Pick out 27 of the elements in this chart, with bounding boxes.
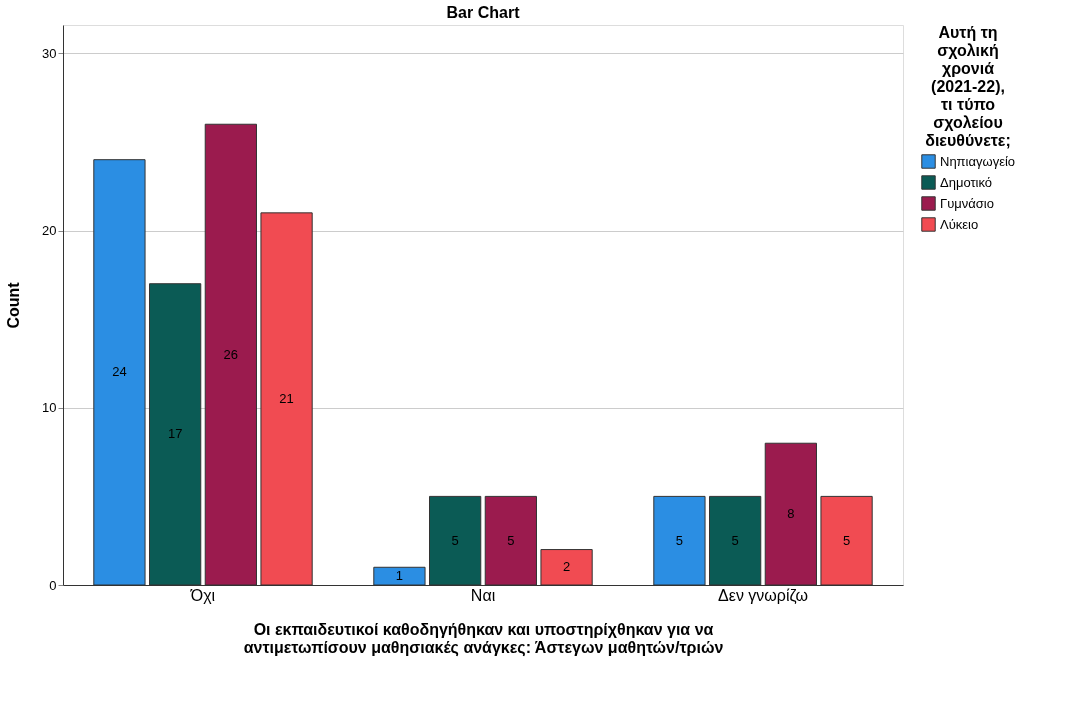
data-label: 5 bbox=[507, 532, 515, 548]
data-label: 21 bbox=[279, 390, 294, 406]
data-label: 8 bbox=[787, 506, 795, 522]
data-label: 24 bbox=[112, 364, 127, 380]
data-label: 5 bbox=[842, 532, 851, 548]
data-label: 5 bbox=[451, 532, 459, 548]
x-axis-title: Οι εκπαιδευτικοί καθοδηγήθηκαν και υποστηρίχθηκαν για να αντιμετωπίσουν μαθησιακές ανάγκες: Άστεγων μαθητών/τριών bbox=[243, 620, 724, 657]
data-label: 5 bbox=[675, 532, 684, 548]
legend-label: Γυμνάσιο bbox=[940, 195, 994, 211]
y-tick-label: 30 bbox=[42, 45, 57, 61]
legend-title: Αυτή τη σχολική χρονιά (2021-22), τι τύπο σχολείου διευθύνετε; bbox=[925, 24, 1011, 149]
y-tick-label: 20 bbox=[42, 223, 57, 239]
data-label: 2 bbox=[562, 559, 571, 575]
y-axis-title: Count bbox=[5, 281, 23, 329]
y-tick-label: 10 bbox=[42, 400, 57, 416]
data-label: 5 bbox=[731, 532, 739, 548]
data-label: 1 bbox=[395, 568, 404, 584]
legend-label: Λύκειο bbox=[940, 216, 979, 232]
legend-label: Νηπιαγωγείο bbox=[940, 153, 1016, 169]
data-label: 26 bbox=[223, 346, 239, 362]
chart-title: Bar Chart bbox=[446, 4, 521, 21]
x-tick-label: Ναι bbox=[470, 586, 496, 604]
x-tick-label: Όχι bbox=[189, 586, 216, 604]
legend-label: Δημοτικό bbox=[940, 174, 993, 190]
x-tick-label: Δεν γνωρίζω bbox=[718, 586, 808, 605]
data-label: 17 bbox=[167, 426, 183, 442]
y-tick-label: 0 bbox=[49, 577, 57, 593]
